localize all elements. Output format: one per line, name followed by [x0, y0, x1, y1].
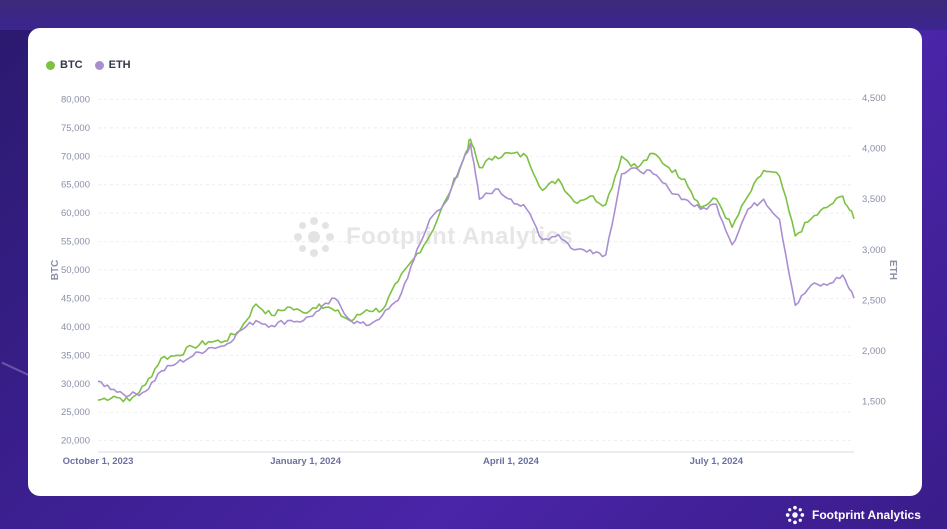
y-axis-right-title: ETH: [887, 260, 898, 280]
x-tick-label: July 1, 2024: [690, 456, 744, 467]
y-axis-left-title: BTC: [50, 260, 61, 281]
footprint-logo-icon: [785, 505, 805, 525]
series-lines: [97, 138, 855, 403]
series-line-eth: [97, 142, 855, 398]
y-left-tick-label: 30,000: [61, 379, 90, 390]
x-tick-label: April 1, 2024: [483, 456, 540, 467]
y-left-tick-label: 75,000: [61, 123, 90, 134]
legend-dot-eth: [94, 60, 104, 70]
brand-logo[interactable]: Footprint Analytics: [784, 504, 921, 526]
legend-dot-btc: [46, 60, 55, 70]
chart-legend: BTC ETH: [46, 59, 131, 71]
legend-item-btc[interactable]: BTC: [46, 59, 83, 71]
y-left-tick-label: 50,000: [61, 265, 90, 276]
line-chart: 20,000 25,000 30,000 35,000 40,000 45,000 50,0…: [50, 93, 898, 467]
grid-lines: [98, 98, 854, 442]
y-left-tick-label: 80,000: [61, 94, 90, 105]
y-left-tick-label: 25,000: [61, 407, 90, 418]
y-right-tick-label: 4,500: [862, 93, 886, 104]
y-left-tick-label: 35,000: [61, 350, 90, 361]
series-line-btc: [97, 138, 855, 403]
y-left-tick-label: 65,000: [61, 180, 90, 191]
legend-item-eth[interactable]: ETH: [94, 59, 131, 71]
y-left-tick-label: 40,000: [61, 322, 90, 333]
x-tick-label: October 1, 2023: [63, 456, 134, 467]
legend-label-eth: ETH: [108, 59, 131, 71]
legend-label-btc: BTC: [60, 59, 83, 71]
y-right-tick-label: 2,500: [862, 295, 886, 306]
y-left-tick-label: 70,000: [61, 151, 90, 162]
y-left-tick-label: 45,000: [61, 293, 90, 304]
y-right-tick-label: 3,000: [862, 245, 886, 256]
brand-name: Footprint Analytics: [812, 508, 921, 522]
x-tick-label: January 1, 2024: [270, 456, 341, 467]
y-right-tick-label: 3,500: [862, 194, 886, 205]
y-left-tick-label: 55,000: [61, 237, 90, 248]
y-left-tick-label: 20,000: [61, 436, 90, 447]
y-right-tick-label: 4,000: [862, 144, 886, 155]
y-axis-left-ticks: 20,000 25,000 30,000 35,000 40,000 45,000 50,0…: [61, 94, 90, 446]
y-right-tick-label: 1,500: [862, 396, 886, 407]
chart-card: BTC ETH Footprint Analytics 20,000 25,000…: [28, 28, 922, 496]
y-axis-right-ticks: 1,500 2,000 2,500 3,000 3,500 4,000 4,500: [862, 93, 886, 407]
background-band: [0, 0, 947, 30]
y-right-tick-label: 2,000: [862, 346, 886, 357]
y-left-tick-label: 60,000: [61, 208, 90, 219]
x-axis-ticks: October 1, 2023 January 1, 2024 April 1, 2…: [63, 456, 744, 467]
